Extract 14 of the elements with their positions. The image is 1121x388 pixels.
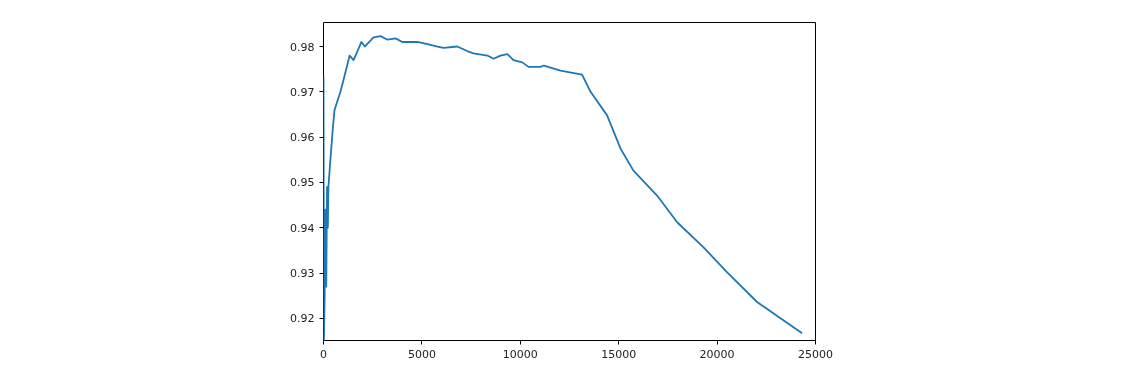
x-tick-label: 0 [320, 347, 327, 361]
x-tick-label: 5000 [407, 347, 436, 361]
x-tick-label: 20000 [699, 347, 735, 361]
y-tick-label: 0.96 [290, 131, 315, 145]
x-tick-label: 15000 [601, 347, 637, 361]
y-tick-label: 0.93 [290, 267, 315, 280]
y-tick-label: 0.94 [290, 221, 315, 235]
x-tick-label: 25000 [798, 347, 833, 361]
y-tick-label: 0.92 [290, 312, 315, 326]
line-series [323, 35, 804, 341]
y-tick-label: 0.97 [290, 85, 315, 99]
y-tick-label: 0.95 [290, 176, 315, 190]
x-tick-label: 10000 [502, 347, 538, 361]
y-tick-label: 0.98 [290, 40, 315, 54]
